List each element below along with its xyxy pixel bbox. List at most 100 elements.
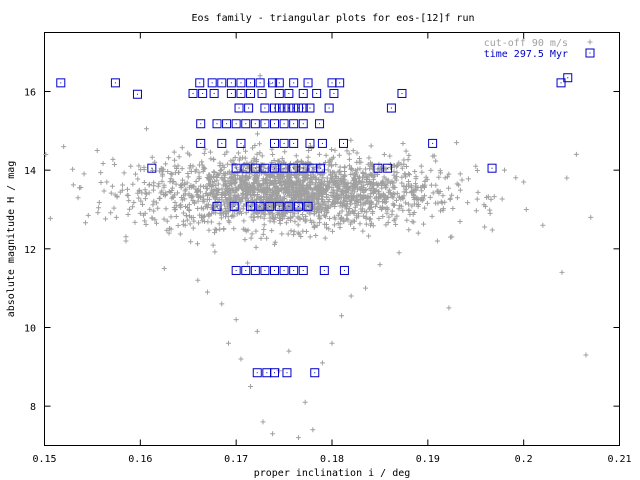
- cutoff-point: [264, 202, 270, 208]
- cutoff-point: [96, 205, 102, 211]
- cutoff-point: [207, 172, 213, 178]
- cutoff-point: [305, 154, 311, 160]
- cutoff-point: [316, 207, 322, 213]
- cutoff-point: [427, 194, 433, 200]
- cutoff-point: [142, 196, 148, 202]
- y-tick-label: 10: [24, 324, 36, 335]
- cutoff-point: [315, 192, 321, 198]
- cutoff-point: [250, 211, 256, 217]
- cutoff-point: [247, 204, 253, 210]
- cutoff-point: [190, 163, 196, 169]
- cutoff-point: [288, 175, 294, 181]
- cutoff-point: [215, 181, 221, 187]
- cutoff-point: [343, 193, 349, 199]
- cutoff-point: [218, 167, 224, 173]
- cutoff-point: [171, 149, 177, 155]
- cutoff-point: [147, 206, 153, 212]
- cutoff-point: [414, 195, 420, 201]
- cutoff-point: [225, 209, 231, 215]
- cutoff-point: [243, 148, 249, 154]
- cutoff-point: [285, 231, 291, 237]
- cutoff-point: [143, 222, 149, 228]
- legend-marker-cutoff: [587, 39, 593, 45]
- time-point: [289, 103, 299, 113]
- cutoff-point: [158, 190, 164, 196]
- cutoff-point: [293, 153, 299, 159]
- cutoff-point: [406, 201, 412, 207]
- cutoff-point: [396, 250, 402, 256]
- cutoff-point: [400, 141, 406, 147]
- cutoff-point: [279, 156, 285, 162]
- cutoff-point: [312, 186, 318, 192]
- cutoff-point: [403, 200, 409, 206]
- cutoff-point: [151, 198, 157, 204]
- cutoff-point: [153, 220, 159, 226]
- cutoff-point: [292, 165, 298, 171]
- cutoff-point: [204, 289, 210, 295]
- cutoff-point: [303, 213, 309, 219]
- cutoff-point: [412, 168, 418, 174]
- cutoff-point: [354, 184, 360, 190]
- cutoff-point: [366, 233, 372, 239]
- cutoff-point: [288, 228, 294, 234]
- cutoff-point: [307, 186, 313, 192]
- cutoff-point: [172, 157, 178, 163]
- cutoff-point: [312, 175, 318, 181]
- cutoff-point: [348, 137, 354, 143]
- cutoff-point: [222, 151, 228, 157]
- cutoff-point: [356, 155, 362, 161]
- cutoff-point: [330, 169, 336, 175]
- cutoff-point: [233, 187, 239, 193]
- cutoff-point: [354, 202, 360, 208]
- x-tick-label: 0.15: [32, 454, 56, 465]
- cutoff-point: [112, 192, 118, 198]
- cutoff-point: [250, 186, 256, 192]
- time-point: [305, 138, 315, 148]
- cutoff-point: [253, 244, 259, 250]
- time-point: [110, 78, 120, 88]
- cutoff-point: [268, 179, 274, 185]
- cutoff-point: [297, 216, 303, 222]
- cutoff-point: [174, 166, 180, 172]
- cutoff-point: [340, 187, 346, 193]
- time-point: [250, 119, 260, 129]
- cutoff-point: [375, 171, 381, 177]
- cutoff-point: [216, 221, 222, 227]
- cutoff-point: [193, 179, 199, 185]
- cutoff-point: [268, 200, 274, 206]
- cutoff-point: [428, 167, 434, 173]
- y-tick-label: 16: [24, 88, 36, 99]
- cutoff-point: [144, 191, 150, 197]
- cutoff-point: [449, 234, 455, 240]
- cutoff-point: [245, 181, 251, 187]
- cutoff-point: [337, 181, 343, 187]
- cutoff-point: [345, 180, 351, 186]
- cutoff-point: [274, 183, 280, 189]
- cutoff-point: [339, 313, 345, 319]
- cutoff-point: [211, 204, 217, 210]
- cutoff-point: [251, 180, 257, 186]
- time-point: [196, 138, 206, 148]
- cutoff-point: [203, 183, 209, 189]
- time-point: [293, 201, 303, 211]
- cutoff-point: [295, 230, 301, 236]
- cutoff-point: [368, 143, 374, 149]
- cutoff-point: [363, 215, 369, 221]
- cutoff-point: [220, 162, 226, 168]
- cutoff-point: [392, 191, 398, 197]
- cutoff-point: [172, 207, 178, 213]
- cutoff-point: [111, 205, 117, 211]
- time-point: [231, 265, 241, 275]
- cutoff-point: [408, 184, 414, 190]
- cutoff-point: [242, 183, 248, 189]
- cutoff-point: [344, 148, 350, 154]
- cutoff-point: [142, 187, 148, 193]
- cutoff-point: [265, 173, 271, 179]
- cutoff-point: [272, 241, 278, 247]
- cutoff-point: [253, 159, 259, 165]
- time-point: [212, 119, 222, 129]
- time-point: [212, 201, 222, 211]
- cutoff-point: [193, 167, 199, 173]
- cutoff-point: [438, 170, 444, 176]
- cutoff-point: [239, 180, 245, 186]
